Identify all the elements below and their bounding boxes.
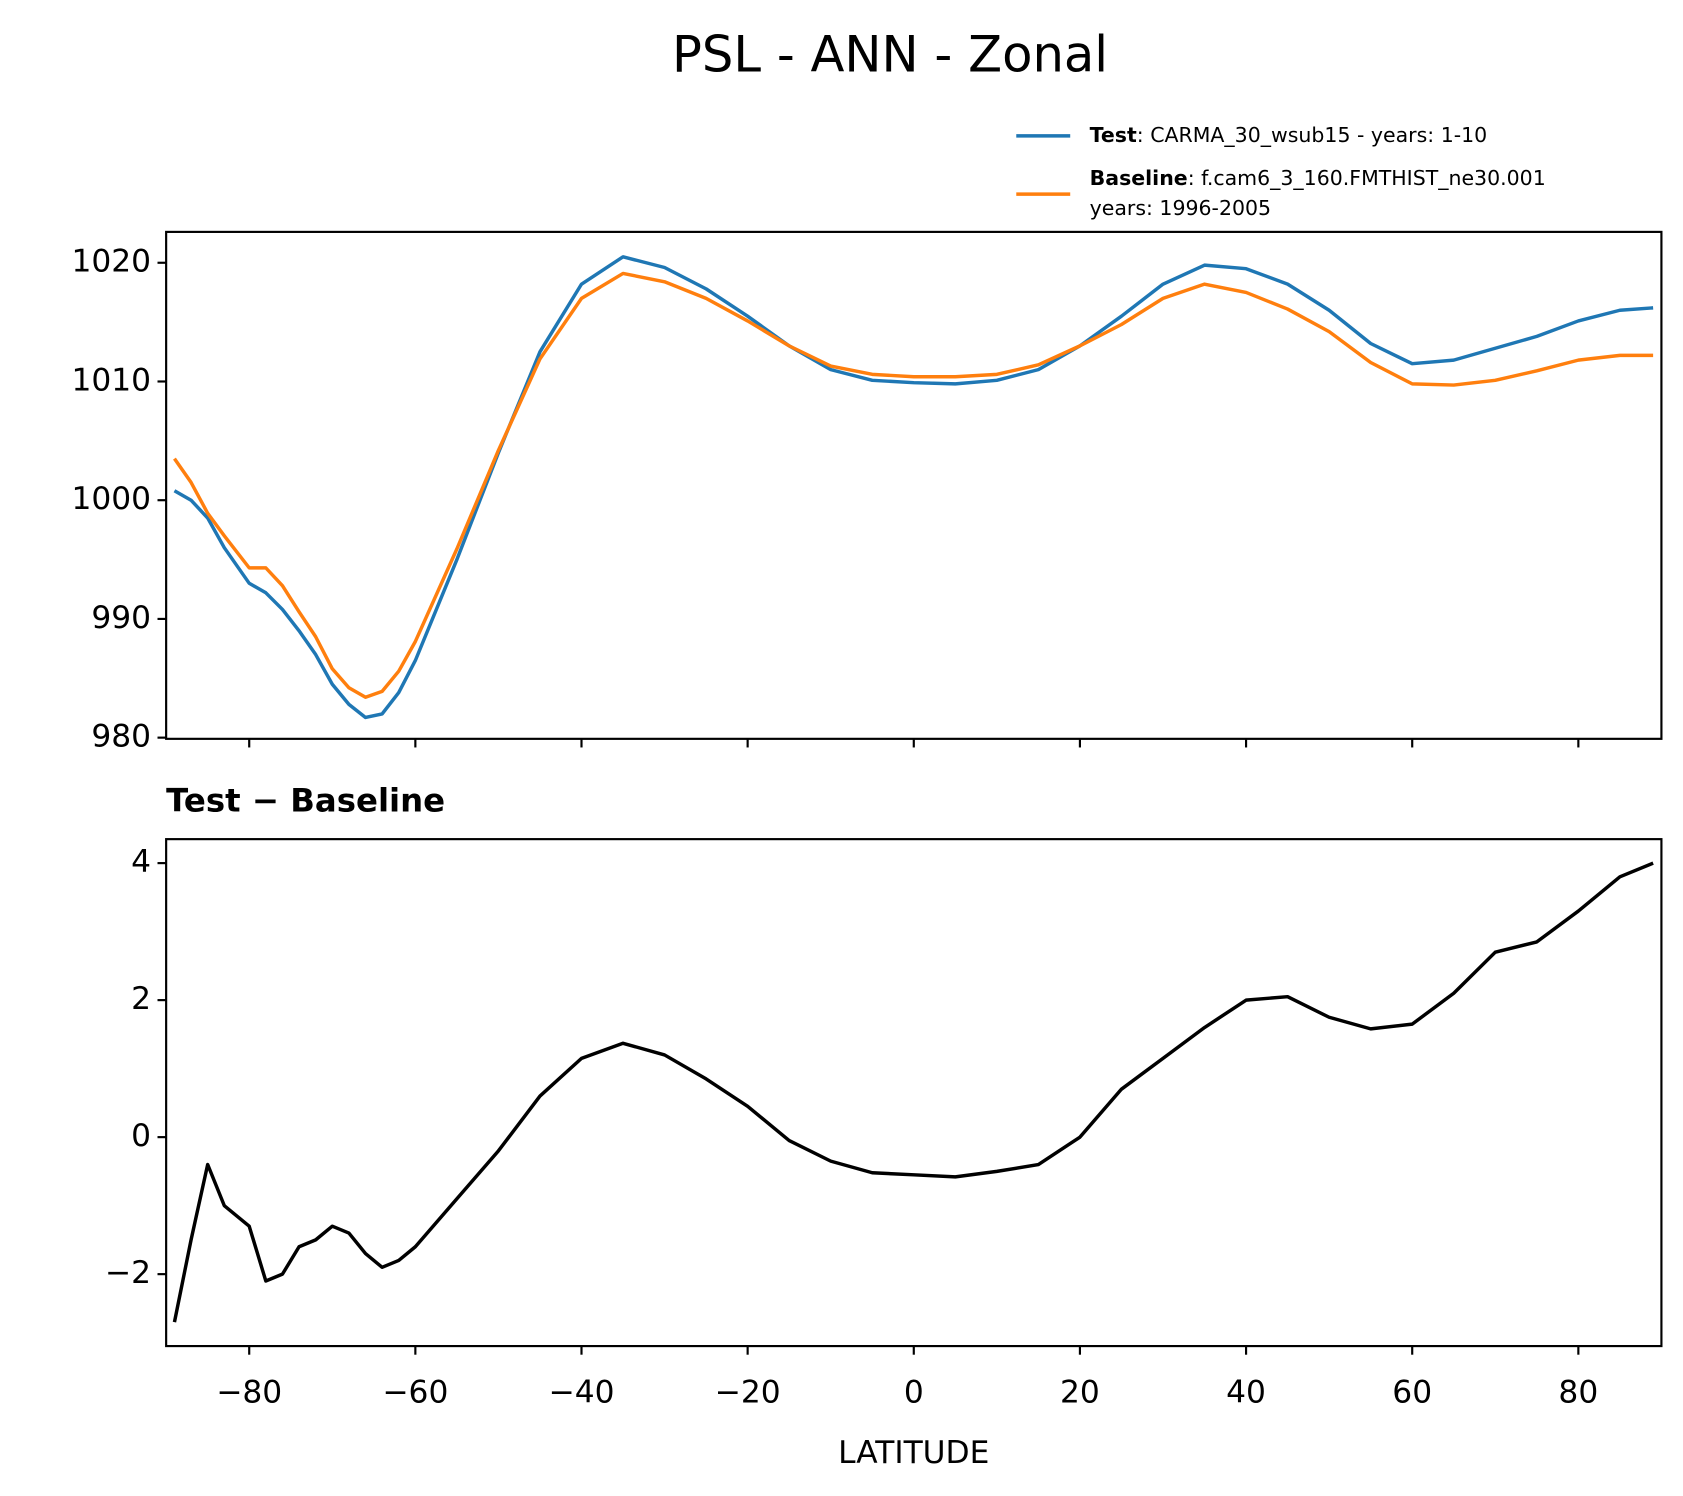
y-tick-label: 4 [131, 844, 151, 880]
legend-text: : f.cam6_3_160.FMTHIST_ne30.001 [1188, 166, 1546, 190]
y-tick-label: 1010 [71, 362, 151, 398]
legend-label-line: years: 1996-2005 [1090, 196, 1271, 220]
y-tick-label: 2 [131, 981, 151, 1017]
figure-title: PSL - ANN - Zonal [672, 26, 1108, 84]
x-tick-label: −20 [715, 1375, 781, 1411]
legend-label: Test: CARMA_30_wsub15 - years: 1-10 [1090, 123, 1488, 147]
y-tick-label: 1020 [71, 244, 151, 280]
x-tick-label: 80 [1558, 1375, 1598, 1411]
y-tick-label: 980 [91, 719, 151, 755]
x-tick-label: −80 [216, 1375, 282, 1411]
x-tick-label: 60 [1392, 1375, 1432, 1411]
data-line [173, 271, 1654, 700]
x-axis-label: LATITUDE [838, 1435, 989, 1471]
subplot-title: Test − Baseline [166, 781, 445, 819]
x-tick-label: 20 [1060, 1375, 1100, 1411]
x-tick-label: −60 [382, 1375, 448, 1411]
y-tick-label: 1000 [71, 481, 151, 517]
y-tick-label: −2 [105, 1255, 151, 1291]
legend-label: Baseline: f.cam6_3_160.FMTHIST_ne30.001 [1090, 166, 1546, 190]
y-tick-label: 0 [131, 1118, 151, 1154]
legend-name: Test [1090, 123, 1137, 147]
y-tick-label: 990 [91, 600, 151, 636]
x-tick-label: 0 [904, 1375, 924, 1411]
x-tick-label: −40 [549, 1375, 615, 1411]
data-line [173, 255, 1654, 720]
data-line [172, 861, 1654, 1323]
legend-text: : CARMA_30_wsub15 - years: 1-10 [1137, 123, 1487, 147]
plot-frame [165, 230, 1663, 740]
plot-frame [165, 838, 1663, 1348]
legend-name: Baseline [1090, 166, 1188, 190]
x-tick-label: 40 [1226, 1375, 1266, 1411]
